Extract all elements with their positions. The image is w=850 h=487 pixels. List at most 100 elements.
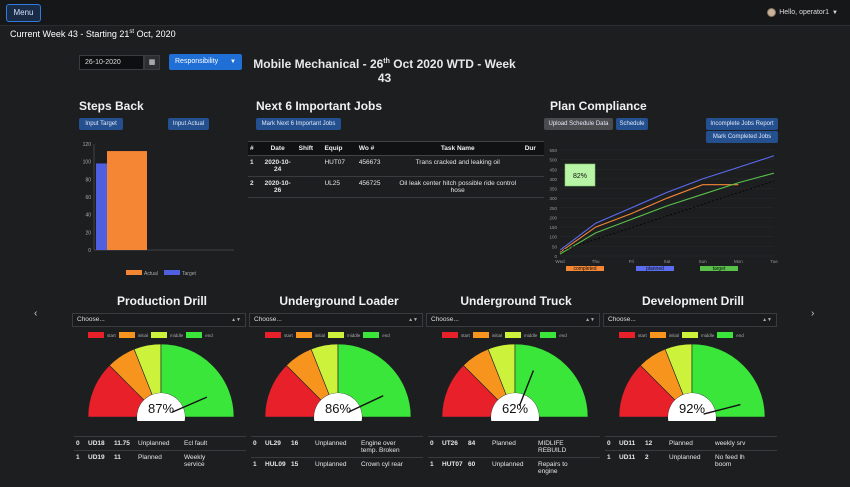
row-desc: MIDLIFE REBUILD [536,436,600,458]
y-tick-label: 500 [549,158,557,163]
row-num: 1 [428,457,440,478]
chevron-down-icon: ▲▼ [408,317,418,323]
select-value: Choose... [77,316,105,323]
row-desc: Ecl fault [182,436,246,451]
legend-swatch [682,332,699,338]
week-suffix: Oct, 2020 [134,29,176,39]
responsibility-dropdown[interactable]: Responsibility ▼ [169,54,242,70]
gauge-center [314,393,362,421]
table-row[interactable]: 1 UD11 2 Unplanned No feed lh boom [605,450,777,471]
row-hours: 16 [289,436,313,458]
equipment-select[interactable]: Choose... ▲▼ [603,313,777,327]
y-tick-label: 100 [549,235,557,240]
x-tick-label: Wed [555,259,565,264]
y-tick-label: 80 [85,177,91,183]
input-target-button[interactable]: Input Target [79,118,123,130]
title-prefix: Mobile Mechanical - 26 [253,57,384,71]
downtime-table: 0 UL29 16 Unplanned Engine over temp. Bro… [251,436,423,471]
legend-swatch [363,332,380,338]
legend-label: target [713,266,726,272]
gauge-needle [171,396,208,413]
col-shift: Shift [296,141,323,156]
menu-button[interactable]: Menu [6,4,41,22]
row-dur [522,155,544,177]
plan-compliance-title: Plan Compliance [550,99,647,113]
page-title: Mobile Mechanical - 26th Oct 2020 WTD - … [252,55,517,85]
y-tick-label: 550 [549,148,557,153]
row-date: 2020-10- 24 [258,155,297,177]
important-jobs-title: Next 6 Important Jobs [256,99,383,113]
input-actual-button[interactable]: Input Actual [168,118,209,130]
title-week: 43 [377,71,392,85]
incomplete-jobs-button[interactable]: Incomplete Jobs Report [706,118,778,130]
legend-label: end [559,332,567,338]
y-tick-label: 60 [85,195,91,201]
chevron-down-icon: ▼ [832,9,838,16]
legend-label: start [284,332,293,338]
chevron-down-icon: ▲▼ [585,317,595,323]
x-tick-label: Sun [699,259,708,264]
row-desc-line1: Ecl fault [184,440,208,447]
row-date-line2: 24 [274,166,282,173]
table-row[interactable]: 1 UD19 11 Planned Weekly service [74,450,246,471]
chevron-left-icon[interactable]: ‹ [34,308,38,319]
gauge-legend: start initial middle end [88,332,213,338]
mark-completed-button[interactable]: Mark Completed Jobs [706,131,778,143]
row-desc-line1: Repairs to [538,461,568,468]
row-equip: UD18 [86,436,112,451]
row-desc: No feed lh boom [713,450,777,471]
row-desc: weekly srv [713,436,777,451]
table-row[interactable]: 2 2020-10- 26 UL25 456725 Oil leak center… [248,176,544,198]
row-hours: 60 [466,457,490,478]
col-date: Date [258,141,297,156]
gauge-center [137,393,185,421]
downtime-table: 0 UT26 84 Planned MIDLIFE REBUILD 1 HUT07… [428,436,600,478]
table-row[interactable]: 0 UT26 84 Planned MIDLIFE REBUILD [428,436,600,458]
week-sup: st [129,29,135,35]
legend-swatch [472,332,489,338]
mark-important-jobs-button[interactable]: Mark Next 6 Important Jobs [256,118,341,130]
chevron-right-icon[interactable]: › [811,308,815,319]
row-equip: HUT07 [322,155,357,177]
select-value: Choose... [431,316,459,323]
equipment-select[interactable]: Choose... ▲▼ [249,313,423,327]
row-desc-line2: service [184,461,205,468]
table-row[interactable]: 1 HUT07 60 Unplanned Repairs to engine [428,457,600,478]
equipment-select[interactable]: Choose... ▲▼ [426,313,600,327]
legend-label-target: Target [182,271,197,277]
row-type: Unplanned [490,457,536,478]
legend-label: initial [491,332,503,338]
row-type: Planned [667,436,713,451]
row-hours: 11 [112,450,136,471]
gauge-value: 92% [679,401,705,416]
schedule-button[interactable]: Schedule [616,118,648,130]
row-desc-line1: MIDLIFE [538,440,564,447]
calendar-icon[interactable]: ▦ [144,55,160,70]
col-task: Task Name [392,141,523,156]
legend-swatch [619,332,635,338]
upload-schedule-button[interactable]: Upload Schedule Data [544,118,613,130]
equipment-select[interactable]: Choose... ▲▼ [72,313,246,327]
gauge-legend: start initial middle end [619,332,744,338]
user-menu[interactable]: Hello, operator1 ▼ [767,8,838,17]
date-input[interactable]: 26-10-2020 [79,55,144,70]
legend-label: initial [314,332,326,338]
table-row[interactable]: 1 HUL09 15 Unplanned Crown cyl rear [251,457,423,471]
legend-swatch [295,332,312,338]
week-prefix: Current Week 43 - Starting 21 [10,29,130,39]
legend-swatch [700,266,738,271]
table-row[interactable]: 0 UD11 12 Planned weekly srv [605,436,777,451]
row-num: 1 [74,450,86,471]
legend-swatch [636,266,674,271]
table-row[interactable]: 0 UL29 16 Unplanned Engine over temp. Bro… [251,436,423,458]
table-row[interactable]: 1 2020-10- 24 HUT07 456673 Trans cracked … [248,155,544,177]
table-row[interactable]: 0 UD18 11.75 Unplanned Ecl fault [74,436,246,451]
avatar [767,8,777,17]
col-num: # [248,141,259,156]
row-dur [522,176,544,198]
y-tick-label: 100 [83,160,92,166]
legend-swatch [118,332,135,338]
legend-label: initial [137,332,149,338]
legend-swatch [88,332,104,338]
gauge-needle [703,403,741,415]
